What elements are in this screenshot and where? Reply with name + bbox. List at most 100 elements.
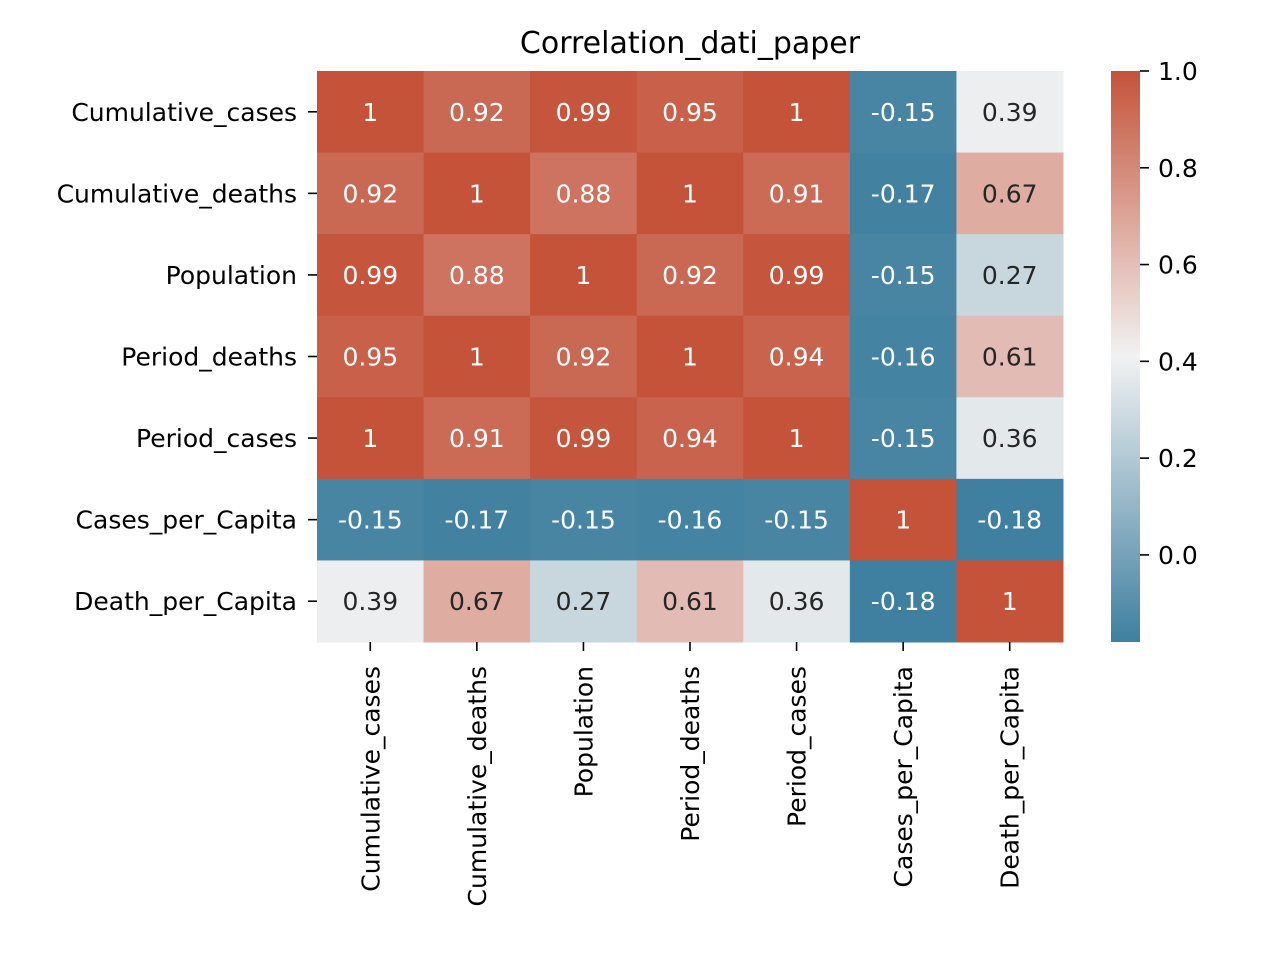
cell-value-label: 1 [362,98,378,127]
heatmap-cell [743,152,851,235]
heatmap-cell [317,478,425,561]
cell-value-label: -0.15 [871,424,936,453]
heatmap-cell [743,478,851,561]
heatmap-cell [317,234,425,317]
heatmap-cell [849,478,957,561]
cell-value-label: -0.15 [871,261,936,290]
heatmap-cell [956,397,1064,480]
heatmap-cell [849,397,957,480]
x-tick-label: Population [569,666,598,797]
x-tick-label: Cases_per_Capita [889,666,918,887]
y-tick-label: Death_per_Capita [74,587,297,616]
heatmap-cell [317,71,425,154]
cell-value-label: 0.95 [662,98,718,127]
heatmap-cell [743,71,851,154]
cell-value-label: 1 [1002,587,1018,616]
cell-value-label: 0.91 [449,424,505,453]
heatmap-cell [956,478,1064,561]
y-tick-label: Population [166,261,297,290]
heatmap-cell [849,315,957,398]
cell-value-label: 0.36 [769,587,825,616]
heatmap-cell [423,560,531,643]
x-tick-label: Period_deaths [676,666,705,842]
colorbar-tick-label: 0.0 [1158,541,1198,570]
colorbar: 0.0 0.2 0.4 0.6 0.8 1.0 [1111,57,1198,642]
cell-value-label: 0.94 [769,343,825,372]
cell-value-label: -0.16 [658,506,723,535]
cell-value-label: 0.27 [556,587,612,616]
heatmap-cell [423,478,531,561]
heatmap-cell [530,560,638,643]
heatmap-cell [636,152,744,235]
heatmap-cell [743,234,851,317]
y-tick-label: Period_cases [136,424,297,453]
cell-value-label: 0.91 [769,179,825,208]
cell-value-label: -0.15 [551,506,616,535]
cell-value-label: 0.61 [662,587,718,616]
y-tick-label: Cases_per_Capita [76,506,297,535]
cell-value-label: 0.36 [982,424,1038,453]
heatmap-cell [743,397,851,480]
heatmap-cell [423,315,531,398]
cell-value-label: 1 [362,424,378,453]
heatmap-cell [636,560,744,643]
cell-value-label: 0.39 [982,98,1038,127]
heatmap-cell [636,234,744,317]
cell-value-label: 0.94 [662,424,718,453]
colorbar-tick-label: 1.0 [1158,57,1198,86]
cell-value-label: 0.92 [342,179,398,208]
heatmap-cell [849,71,957,154]
y-tick-label: Period_deaths [121,343,297,372]
cell-value-label: 0.92 [556,343,612,372]
cell-value-label: 1 [469,179,485,208]
heatmap-cell [423,397,531,480]
heatmap-cell [636,71,744,154]
heatmap-cell [636,478,744,561]
heatmap-cell [530,234,638,317]
colorbar-gradient [1111,71,1140,642]
cell-value-label: -0.15 [871,98,936,127]
heatmap-cell [956,234,1064,317]
colorbar-tick-label: 0.2 [1158,444,1198,473]
cell-value-label: 1 [895,506,911,535]
cell-value-label: 1 [575,261,591,290]
heatmap-cell [317,560,425,643]
cell-value-label: 0.27 [982,261,1038,290]
cell-value-label: 0.92 [449,98,505,127]
cell-value-label: 0.39 [342,587,398,616]
heatmap-cell [636,397,744,480]
y-tick-label: Cumulative_cases [71,98,297,127]
heatmap-cells: 1 0.92 0.99 0.95 1 -0.15 0.39 0.92 1 0.88 1 0.91 -0.… [317,71,1064,643]
cell-value-label: -0.17 [871,179,936,208]
cell-value-label: 0.95 [342,343,398,372]
cell-value-label: 0.67 [449,587,505,616]
heatmap-cell [636,315,744,398]
heatmap-cell [743,560,851,643]
cell-value-label: -0.17 [445,506,510,535]
chart-title: Correlation_dati_paper [520,26,861,61]
cell-value-label: 1 [682,343,698,372]
cell-value-label: 0.99 [342,261,398,290]
cell-value-label: 0.67 [982,179,1038,208]
cell-value-label: -0.18 [871,587,936,616]
cell-value-label: 0.61 [982,343,1038,372]
heatmap-cell [956,560,1064,643]
cell-value-label: -0.15 [338,506,403,535]
heatmap-cell [849,560,957,643]
cell-value-label: 0.88 [556,179,612,208]
x-tick-label: Cumulative_cases [356,666,385,892]
heatmap-cell [956,315,1064,398]
cell-value-label: 0.99 [769,261,825,290]
colorbar-tick-label: 0.4 [1158,347,1198,376]
cell-value-label: 0.92 [662,261,718,290]
y-tick-label: Cumulative_deaths [57,179,297,208]
x-axis: Cumulative_cases Cumulative_deaths Populat… [356,642,1025,906]
x-tick-label: Cumulative_deaths [463,666,492,906]
heatmap-cell [956,71,1064,154]
cell-value-label: 1 [682,179,698,208]
heatmap-cell [849,234,957,317]
heatmap-cell [530,315,638,398]
heatmap-cell [956,152,1064,235]
